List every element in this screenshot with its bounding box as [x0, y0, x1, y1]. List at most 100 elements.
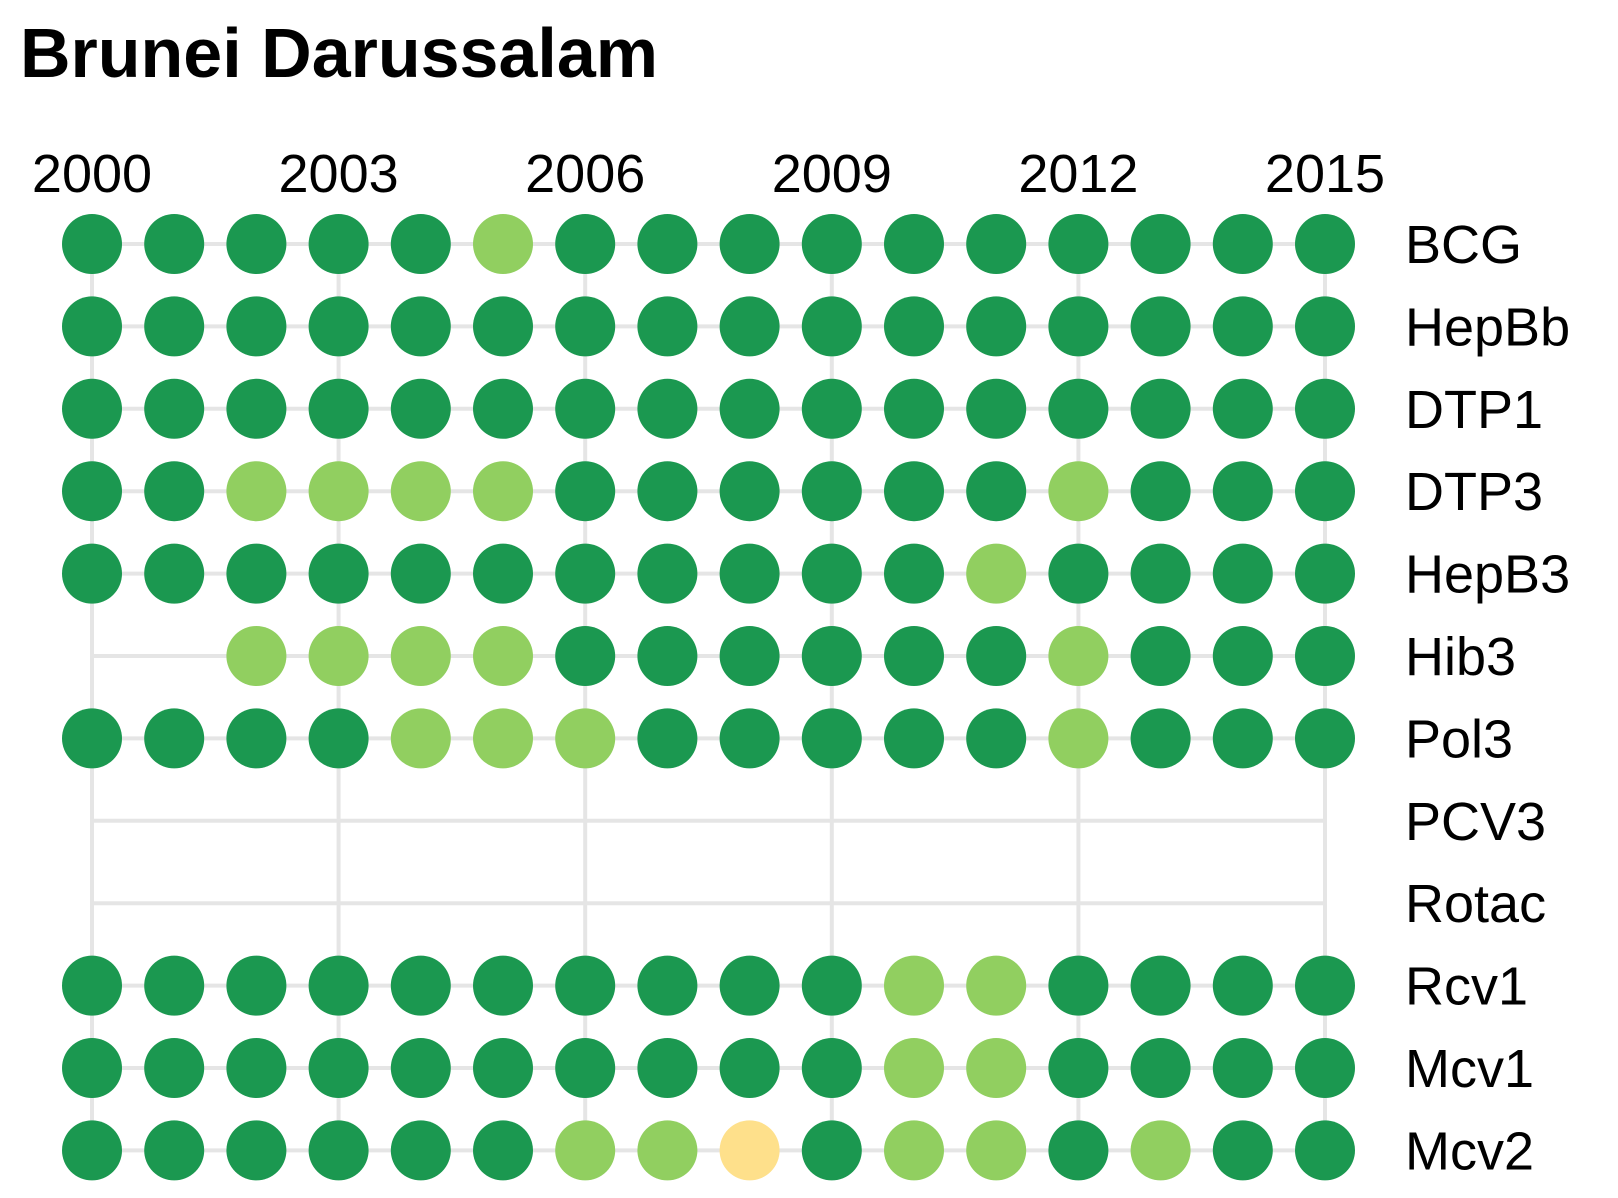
- dot-Rcv1-2004: [390, 955, 451, 1016]
- dot-Pol3-2010: [884, 708, 944, 769]
- dot-BCG-2000: [62, 214, 122, 274]
- row-label: BCG: [1405, 215, 1522, 275]
- dot-DTP1-2012: [1048, 378, 1109, 439]
- dot-DTP1-2008: [719, 378, 780, 439]
- dot-HepB3-2007: [637, 543, 698, 604]
- dot-Mcv2-2006: [555, 1120, 616, 1181]
- dot-Pol3-2003: [308, 708, 369, 769]
- dot-HepB3-2015: [1295, 543, 1355, 604]
- dot-Mcv1-2000: [62, 1038, 122, 1098]
- dot-HepBb-2015: [1295, 296, 1355, 357]
- dot-Mcv1-2013: [1130, 1038, 1191, 1098]
- dot-Hib3-2012: [1048, 626, 1109, 686]
- row-label: Rcv1: [1405, 957, 1528, 1017]
- dot-Mcv2-2001: [144, 1120, 205, 1181]
- dot-HepBb-2011: [966, 296, 1027, 357]
- dot-BCG-2014: [1212, 214, 1273, 274]
- dot-DTP1-2004: [390, 378, 451, 439]
- dot-DTP3-2001: [144, 461, 205, 522]
- dot-HepBb-2013: [1130, 296, 1191, 357]
- dot-Rcv1-2009: [801, 955, 862, 1016]
- dot-Rcv1-2010: [884, 955, 944, 1016]
- dot-DTP3-2003: [308, 461, 369, 522]
- dot-BCG-2013: [1130, 214, 1191, 274]
- dot-Mcv1-2001: [144, 1038, 205, 1098]
- dot-Rcv1-2007: [637, 955, 698, 1016]
- dot-Pol3-2000: [62, 708, 122, 769]
- dot-HepBb-2004: [390, 296, 451, 357]
- dot-Hib3-2005: [473, 626, 533, 686]
- dot-HepB3-2014: [1212, 543, 1273, 604]
- dot-Pol3-2014: [1212, 708, 1273, 769]
- dot-DTP3-2002: [226, 461, 287, 522]
- dot-DTP1-2009: [801, 378, 862, 439]
- dot-DTP1-2003: [308, 378, 369, 439]
- dot-DTP3-2012: [1048, 461, 1109, 522]
- dot-DTP3-2000: [62, 461, 122, 522]
- row-label: Hib3: [1405, 627, 1516, 687]
- dot-HepBb-2007: [637, 296, 698, 357]
- dot-BCG-2005: [473, 214, 533, 274]
- dot-BCG-2001: [144, 214, 205, 274]
- dot-DTP3-2009: [801, 461, 862, 522]
- dot-Rcv1-2015: [1295, 955, 1355, 1016]
- dot-HepB3-2002: [226, 543, 287, 604]
- row-label: PCV3: [1405, 792, 1546, 852]
- dot-Mcv2-2015: [1295, 1120, 1355, 1181]
- dot-Pol3-2006: [555, 708, 616, 769]
- dot-DTP3-2013: [1130, 461, 1191, 522]
- dot-Mcv1-2011: [966, 1038, 1027, 1098]
- dot-Hib3-2010: [884, 626, 944, 686]
- dot-HepB3-2008: [719, 543, 780, 604]
- dot-Mcv1-2007: [637, 1038, 698, 1098]
- dot-BCG-2003: [308, 214, 369, 274]
- dot-HepBb-2003: [308, 296, 369, 357]
- dot-Mcv1-2015: [1295, 1038, 1355, 1098]
- grid-lines: [90, 242, 1327, 1153]
- dot-HepBb-2010: [884, 296, 944, 357]
- dot-BCG-2004: [390, 214, 451, 274]
- dot-Rcv1-2008: [719, 955, 780, 1016]
- dot-Hib3-2014: [1212, 626, 1273, 686]
- dot-Mcv2-2007: [637, 1120, 698, 1181]
- dot-DTP1-2005: [473, 378, 533, 439]
- dot-Rcv1-2012: [1048, 955, 1109, 1016]
- row-label: DTP3: [1405, 462, 1543, 522]
- dot-Rcv1-2011: [966, 955, 1027, 1016]
- dot-Pol3-2001: [144, 708, 205, 769]
- dot-HepBb-2002: [226, 296, 287, 357]
- dot-HepB3-2009: [801, 543, 862, 604]
- dot-HepBb-2008: [719, 296, 780, 357]
- row-label: HepB3: [1405, 545, 1570, 605]
- dot-DTP1-2015: [1295, 378, 1355, 439]
- dot-BCG-2002: [226, 214, 287, 274]
- dot-Hib3-2002: [226, 626, 287, 686]
- x-tick-label: 2009: [772, 144, 892, 204]
- dot-DTP1-2013: [1130, 378, 1191, 439]
- dots: [62, 214, 1355, 1181]
- row-label: Pol3: [1405, 709, 1513, 769]
- row-label: Mcv2: [1405, 1121, 1534, 1181]
- dot-DTP3-2007: [637, 461, 698, 522]
- dot-Mcv1-2008: [719, 1038, 780, 1098]
- dot-BCG-2006: [555, 214, 616, 274]
- dot-Rcv1-2002: [226, 955, 287, 1016]
- dot-DTP3-2004: [390, 461, 451, 522]
- dot-Hib3-2007: [637, 626, 698, 686]
- dot-Hib3-2008: [719, 626, 780, 686]
- x-axis-ticks: 2000 2003 2006 2009 2012 2015: [32, 144, 1385, 204]
- dot-Hib3-2015: [1295, 626, 1355, 686]
- x-tick-label: 2000: [32, 144, 152, 204]
- dot-Rcv1-2006: [555, 955, 616, 1016]
- dot-DTP3-2006: [555, 461, 616, 522]
- row-label: DTP1: [1405, 380, 1543, 440]
- x-tick-label: 2006: [525, 144, 645, 204]
- dot-Pol3-2004: [390, 708, 451, 769]
- dot-HepB3-2011: [966, 543, 1027, 604]
- dot-HepB3-2006: [555, 543, 616, 604]
- dot-Hib3-2004: [390, 626, 451, 686]
- dot-DTP3-2014: [1212, 461, 1273, 522]
- dot-DTP1-2011: [966, 378, 1027, 439]
- dot-HepBb-2006: [555, 296, 616, 357]
